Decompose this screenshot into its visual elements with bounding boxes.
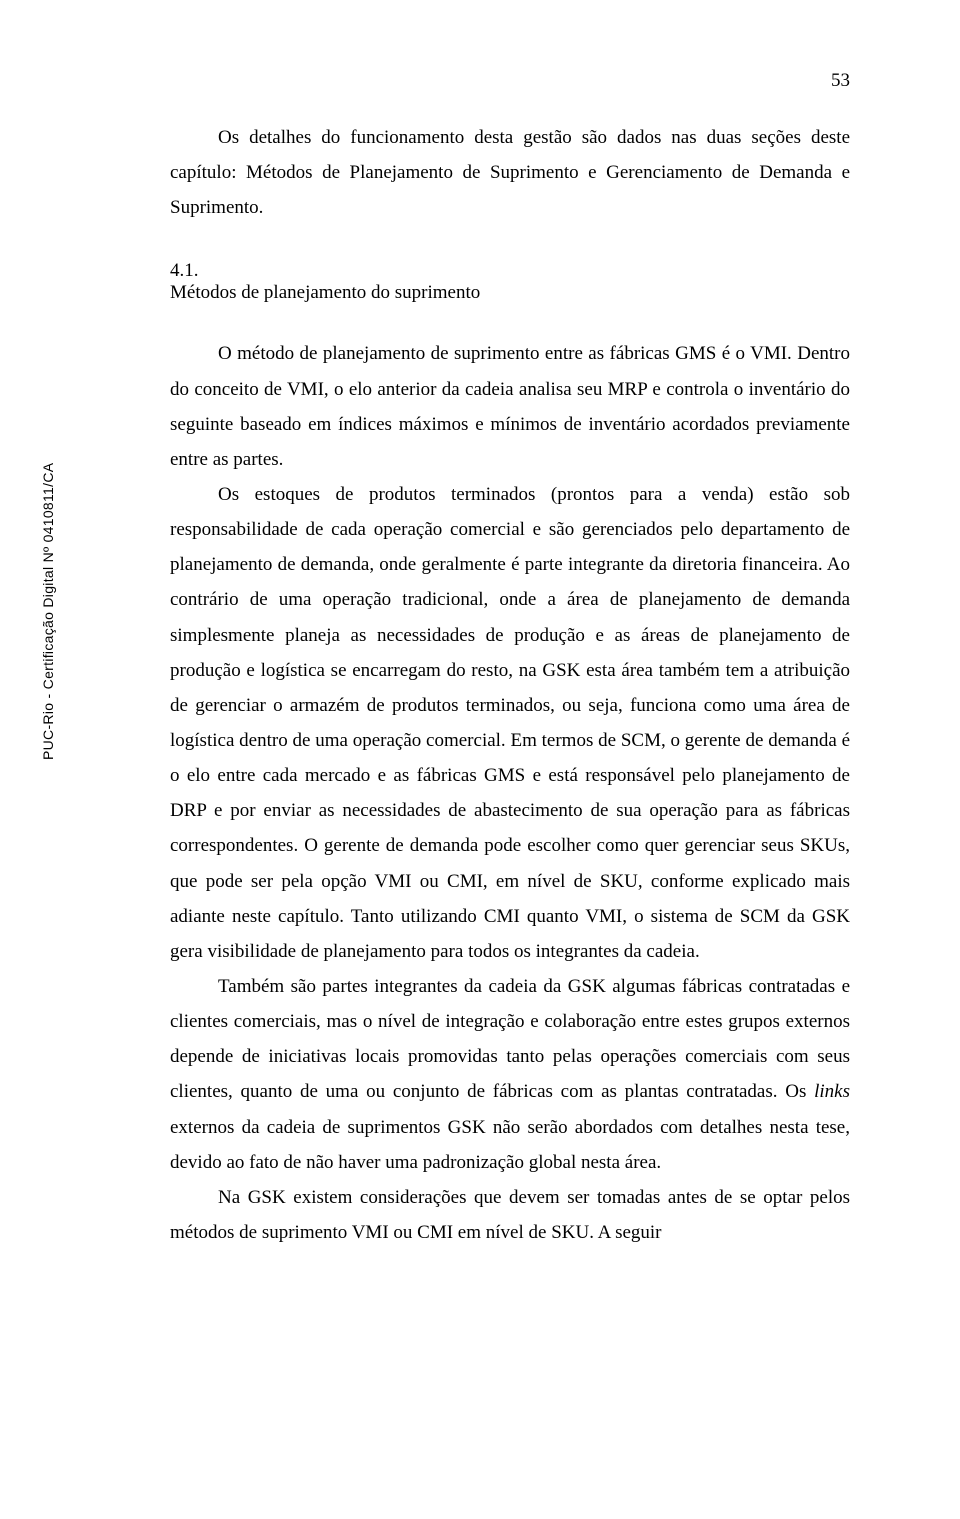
body-paragraph-1: O método de planejamento de suprimento e… (170, 336, 850, 477)
page-content: Os detalhes do funcionamento desta gestã… (170, 120, 850, 1250)
intro-paragraph: Os detalhes do funcionamento desta gestã… (170, 120, 850, 225)
body-paragraph-4: Na GSK existem considerações que devem s… (170, 1180, 850, 1250)
certification-label: PUC-Rio - Certificação Digital Nº 041081… (40, 463, 56, 760)
body-paragraph-2: Os estoques de produtos terminados (pron… (170, 477, 850, 969)
section-number: 4.1. (170, 260, 850, 282)
section-title: Métodos de planejamento do suprimento (170, 282, 850, 304)
section-heading: 4.1. Métodos de planejamento do suprimen… (170, 260, 850, 304)
page-number: 53 (831, 70, 850, 92)
body-paragraph-3: Também são partes integrantes da cadeia … (170, 969, 850, 1180)
p3-text-part2: externos da cadeia de suprimentos GSK nã… (170, 1117, 850, 1173)
p3-italic-links: links (814, 1081, 850, 1102)
p3-text-part1: Também são partes integrantes da cadeia … (170, 976, 850, 1102)
